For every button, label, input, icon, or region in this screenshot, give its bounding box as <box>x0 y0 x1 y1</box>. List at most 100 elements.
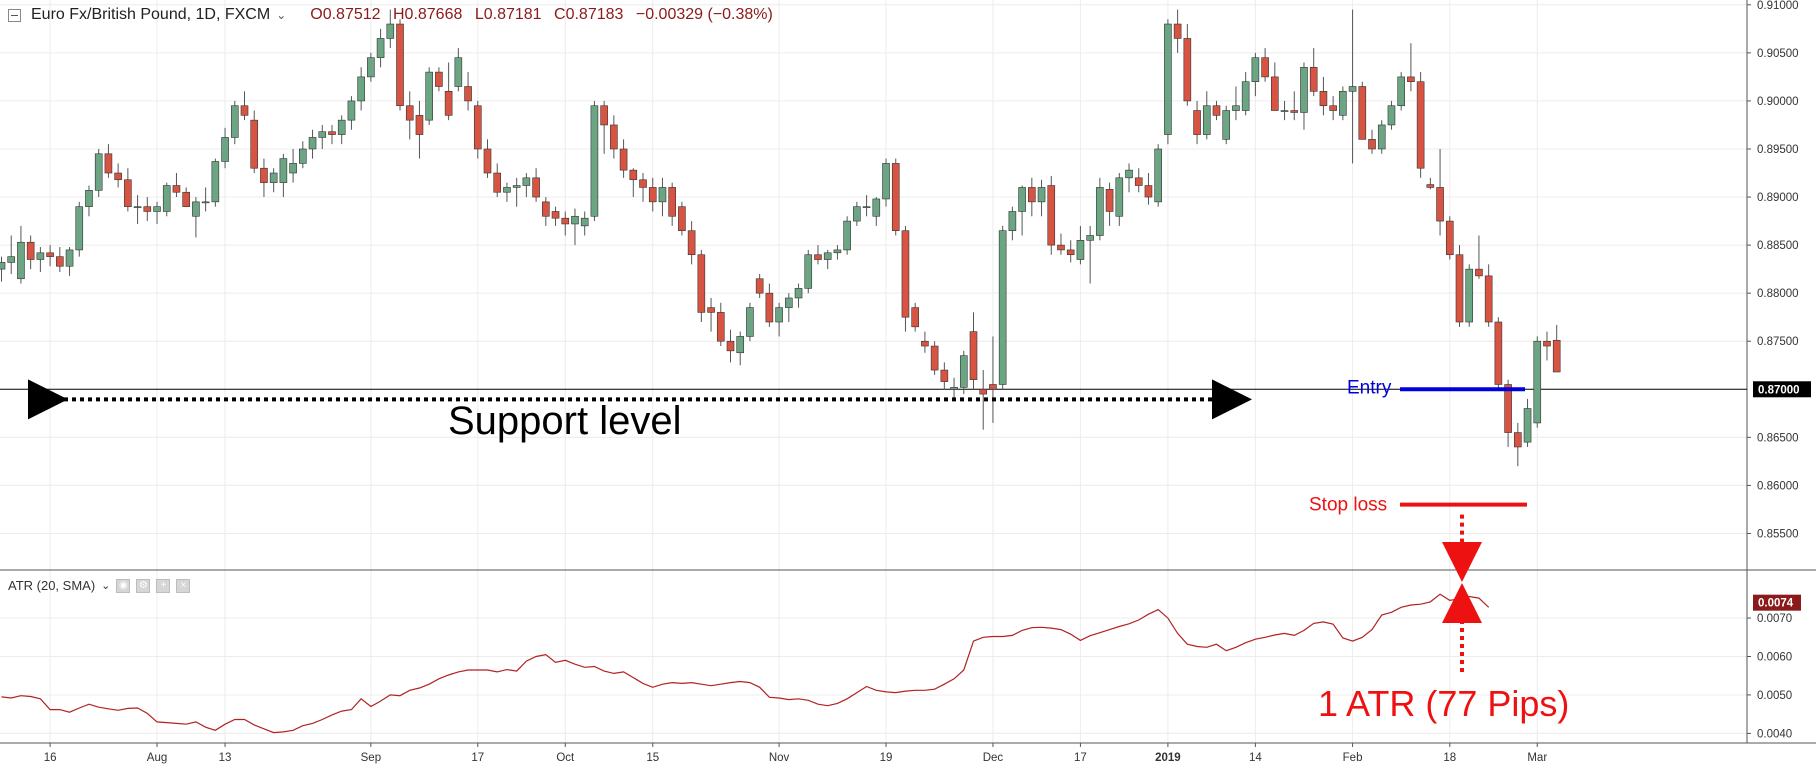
candle-body <box>1202 105 1211 135</box>
candle-body <box>610 124 618 150</box>
candle <box>1436 148 1444 236</box>
candle <box>940 362 949 390</box>
candle <box>1018 185 1026 236</box>
candles <box>0 9 1561 467</box>
time-tick-label: Aug <box>147 752 167 764</box>
candle <box>1154 144 1162 207</box>
candle <box>1280 100 1289 121</box>
open-value: O0.87512 <box>310 6 381 23</box>
candle <box>153 201 161 224</box>
candle <box>357 67 365 111</box>
entry-label: Entry <box>1347 377 1392 398</box>
candle-body <box>551 211 560 219</box>
candle <box>192 197 200 238</box>
chevron-down-icon[interactable]: ⌄ <box>101 580 111 592</box>
candle <box>104 144 113 178</box>
chevron-down-icon[interactable]: ⌄ <box>276 8 287 22</box>
candle-body <box>755 278 764 294</box>
candle-body <box>124 179 132 207</box>
candle <box>1387 100 1396 130</box>
time-tick-label: Nov <box>769 752 790 764</box>
atr-legend[interactable]: ATR (20, SMA) ⌄ ◉ ⚙ + × <box>8 578 191 593</box>
time-tick-label: 16 <box>44 752 57 764</box>
candle-body <box>17 241 25 280</box>
visibility-icon[interactable]: ◉ <box>116 578 131 593</box>
time-tick-label: 2019 <box>1155 752 1181 764</box>
candle <box>1232 86 1240 121</box>
candle <box>1047 175 1056 255</box>
atr-marker-badge <box>1753 594 1801 611</box>
candle <box>211 158 220 207</box>
collapse-icon[interactable] <box>8 8 21 22</box>
low-value: L0.87181 <box>474 6 542 23</box>
candle <box>1076 225 1085 265</box>
symbol-legend[interactable]: Euro Fx/British Pound, 1D, FXCM ⌄ O0.875… <box>8 6 781 24</box>
candle-body <box>1086 235 1094 241</box>
candle <box>1086 225 1094 284</box>
candle-body <box>872 198 881 217</box>
candle-body <box>483 148 492 174</box>
time-tick-label: 19 <box>880 752 893 764</box>
ohlc-values: O0.87512 H0.87668 L0.87181 C0.87183 −0.0… <box>310 6 781 24</box>
candle <box>707 297 715 332</box>
price-tick-label: 0.90000 <box>1757 96 1799 108</box>
candle <box>1144 173 1153 205</box>
candle <box>250 110 259 174</box>
candle <box>755 273 764 298</box>
candle-body <box>619 148 628 171</box>
candle <box>522 173 531 198</box>
candle-body <box>775 307 783 323</box>
candle <box>571 208 579 246</box>
candle-body <box>1319 91 1328 107</box>
candle-body <box>678 206 686 231</box>
symbol-title[interactable]: Euro Fx/British Pound, 1D, FXCM <box>31 6 271 23</box>
candle-body <box>969 331 978 380</box>
atr-title[interactable]: ATR (20, SMA) <box>8 578 96 593</box>
candle <box>853 201 861 226</box>
candle <box>639 173 647 202</box>
candle <box>56 247 64 273</box>
price-tick-label: 0.86500 <box>1757 432 1799 444</box>
candle-body <box>561 217 570 225</box>
price-marker-badge <box>1753 381 1811 398</box>
atr-tick-label: 0.0050 <box>1757 690 1792 702</box>
candle <box>969 312 978 390</box>
candle-body <box>959 355 968 388</box>
candle <box>454 48 463 92</box>
candle-body <box>1154 148 1162 203</box>
candle <box>1057 233 1065 255</box>
candle <box>775 302 783 337</box>
candle <box>1134 168 1143 193</box>
candle <box>765 283 774 327</box>
candle <box>930 341 939 375</box>
candle <box>1028 177 1036 217</box>
candle <box>1339 86 1347 121</box>
candle <box>1552 324 1561 373</box>
candle <box>794 283 803 308</box>
candle-body <box>1484 275 1493 323</box>
add-icon[interactable]: + <box>156 578 171 593</box>
candle <box>746 302 754 342</box>
candle <box>1271 62 1279 111</box>
candle <box>590 100 599 222</box>
candle-body <box>901 230 910 318</box>
candle <box>347 96 356 130</box>
candle-body <box>1125 169 1133 179</box>
atr-axis: 0.0070 0.0060 0.0050 0.0040 0.0074 <box>1747 594 1801 740</box>
candle-body <box>7 256 16 263</box>
annotations: Support level Entry Stop loss 1 ATR (77 Pip… <box>28 377 1569 724</box>
candle <box>493 163 502 198</box>
settings-icon[interactable]: ⚙ <box>136 578 151 593</box>
candle-body <box>1096 187 1104 236</box>
candle <box>1222 105 1231 145</box>
candle-body <box>542 201 550 217</box>
candle <box>396 19 404 111</box>
candle <box>697 249 706 323</box>
price-tick-label: 0.85500 <box>1757 528 1799 540</box>
price-tick-label: 0.90500 <box>1757 48 1799 60</box>
time-tick-label: 18 <box>1443 752 1456 764</box>
candle <box>1533 336 1542 428</box>
candle-body <box>337 119 346 135</box>
close-icon[interactable]: × <box>176 578 191 593</box>
